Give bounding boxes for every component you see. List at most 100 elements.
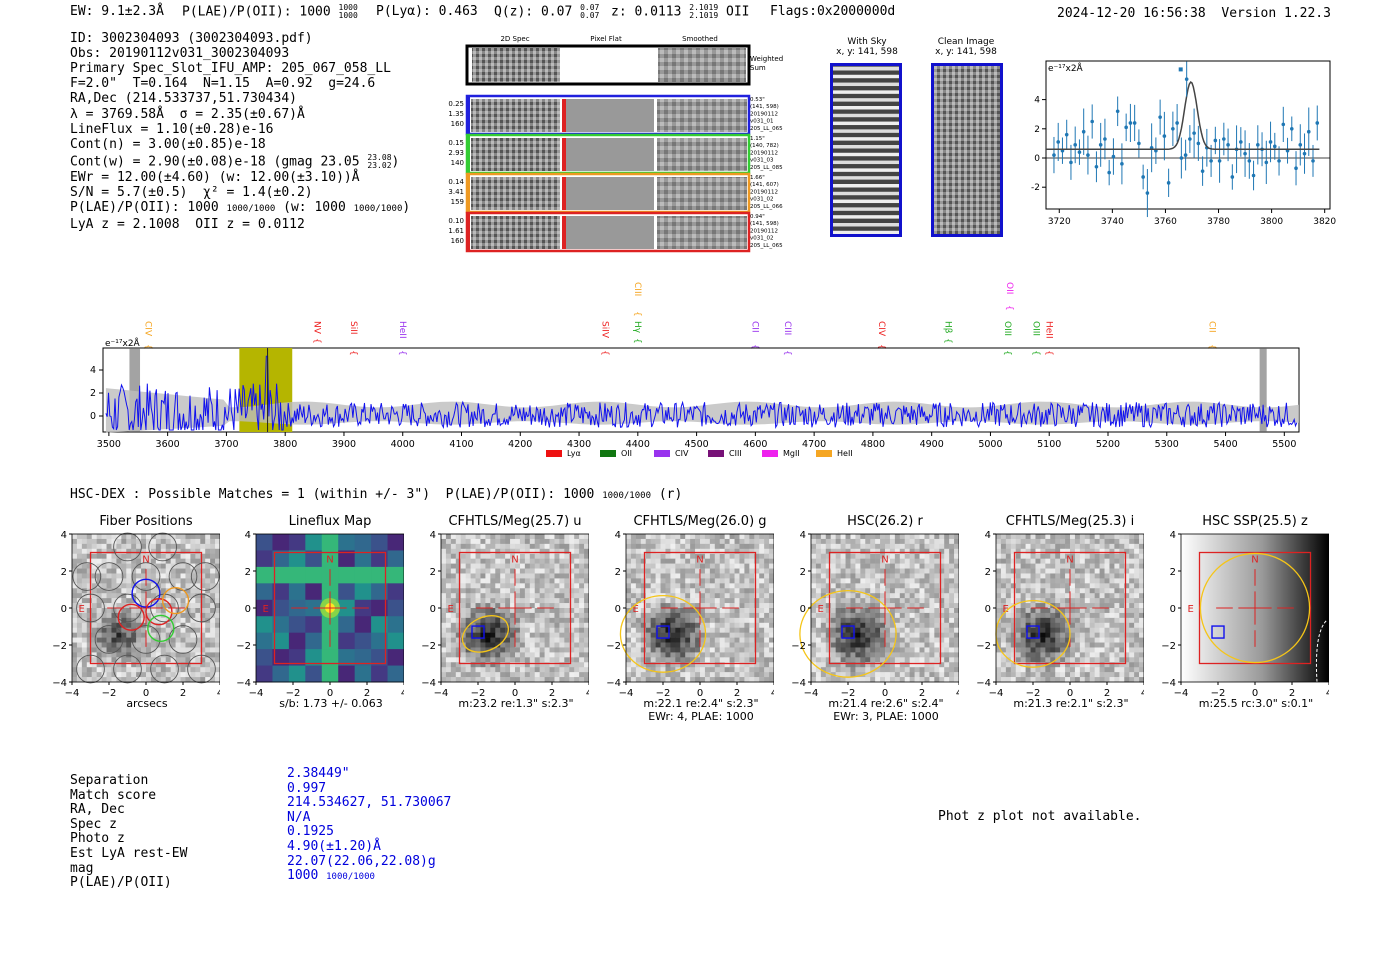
panel-pixel bbox=[714, 568, 721, 574]
sky-stripe bbox=[830, 226, 902, 231]
panel-pixel bbox=[1094, 534, 1100, 540]
panel-pixel bbox=[749, 603, 755, 609]
panel-pixel bbox=[914, 632, 920, 638]
panel-pixel bbox=[1079, 632, 1086, 638]
panel-pixel bbox=[815, 647, 822, 653]
panel-pixel bbox=[1010, 647, 1017, 653]
panel-pixel bbox=[860, 563, 866, 569]
panel-pixel bbox=[170, 612, 176, 619]
panel-pixel bbox=[709, 603, 716, 609]
spectrum-line-label: Hγ bbox=[632, 321, 642, 334]
panel-pixel bbox=[650, 647, 656, 653]
panel-pixel bbox=[155, 578, 162, 584]
panel-pixel bbox=[470, 662, 476, 668]
panel-pixel bbox=[865, 603, 871, 609]
panel-pixel bbox=[86, 647, 93, 653]
panel-pixel bbox=[820, 677, 827, 683]
panel-pixel bbox=[764, 573, 770, 579]
panel-pixel bbox=[860, 617, 866, 624]
panel-pixel bbox=[929, 627, 935, 633]
sky-stripe bbox=[830, 156, 902, 161]
panel-pixel bbox=[1045, 588, 1051, 594]
panel-pixel bbox=[72, 543, 78, 550]
panel-pixel bbox=[640, 543, 647, 550]
panel-pixel bbox=[106, 652, 112, 658]
cutout-meta: 1.66" bbox=[750, 175, 765, 181]
panel-pixel bbox=[1005, 558, 1012, 564]
panel-pixel bbox=[875, 612, 881, 619]
panel-pixel bbox=[934, 662, 940, 668]
panel-pixel bbox=[1050, 563, 1056, 569]
panel-pixel bbox=[860, 593, 866, 599]
panel-pixel bbox=[534, 637, 540, 643]
spectrum-line-label: Hβ bbox=[942, 321, 952, 334]
zoom-xtick-label: 3740 bbox=[1101, 217, 1124, 227]
panel-pixel bbox=[835, 617, 841, 624]
panel-pixel bbox=[635, 612, 642, 619]
panel-pixel bbox=[919, 543, 925, 550]
spectrum-line-label: SiII bbox=[348, 321, 358, 335]
panel-pixel bbox=[855, 627, 861, 633]
panel-pixel bbox=[470, 553, 476, 559]
panel-pixel bbox=[510, 632, 516, 638]
panel-pixel bbox=[1104, 598, 1110, 604]
panel-pixel bbox=[106, 667, 112, 673]
panel-pixel bbox=[185, 558, 191, 564]
panel-pixel bbox=[626, 578, 632, 584]
panel-pixel bbox=[759, 637, 765, 643]
panel-pixel bbox=[690, 553, 696, 559]
panel-pixel bbox=[924, 578, 930, 584]
panel-pixel bbox=[126, 543, 132, 550]
zoom-ytick-label: 2 bbox=[1034, 125, 1040, 135]
panel-ytick-label: −2 bbox=[421, 641, 436, 652]
panel-pixel bbox=[534, 652, 540, 658]
panel-pixel bbox=[729, 637, 735, 643]
cutout-stat: 1.61 bbox=[448, 227, 464, 235]
spectrum-legend-swatch bbox=[762, 450, 778, 457]
panel-pixel bbox=[1010, 563, 1017, 569]
panel-pixel bbox=[870, 578, 876, 584]
panel-pixel bbox=[700, 627, 706, 633]
panel-pixel bbox=[465, 652, 471, 658]
panel-pixel bbox=[665, 632, 671, 638]
panel-pixel bbox=[734, 568, 740, 574]
panel-pixel bbox=[835, 538, 841, 545]
panel-pixel bbox=[996, 558, 1002, 564]
panel-pixel bbox=[175, 677, 181, 683]
panel-pixel bbox=[899, 657, 906, 663]
panel-pixel bbox=[695, 647, 701, 653]
panel-pixel bbox=[1134, 612, 1140, 619]
panel-pixel bbox=[870, 662, 876, 668]
panel-pixel bbox=[96, 548, 102, 555]
panel-pixel bbox=[894, 543, 901, 550]
panel-pixel bbox=[1104, 627, 1110, 633]
panel-pixel bbox=[569, 657, 575, 663]
panel-pixel bbox=[650, 677, 656, 683]
panel-pixel bbox=[690, 647, 696, 653]
panel-pixel bbox=[944, 543, 950, 550]
panel-pixel bbox=[764, 662, 770, 668]
panel-pixel bbox=[1020, 558, 1026, 564]
panel-pixel bbox=[485, 662, 491, 668]
panel-pixel bbox=[150, 588, 157, 594]
panel-pixel bbox=[919, 588, 925, 594]
panel-pixel bbox=[215, 534, 220, 540]
panel-pixel bbox=[160, 642, 167, 648]
panel-pixel bbox=[650, 573, 656, 579]
panel-pixel bbox=[1070, 548, 1076, 555]
panel-pixel bbox=[1070, 558, 1076, 564]
panel-xtick-label: 4 bbox=[586, 688, 589, 699]
panel-pixel bbox=[1030, 538, 1036, 545]
panel-pixel bbox=[1124, 558, 1130, 564]
panel-pixel bbox=[820, 573, 827, 579]
panel-pixel bbox=[180, 563, 186, 569]
panel-pixel bbox=[559, 662, 565, 668]
panel-pixel bbox=[1079, 583, 1086, 589]
panel-pixel bbox=[519, 553, 526, 559]
panel-pixel bbox=[1089, 612, 1095, 619]
zoom-point bbox=[1315, 121, 1320, 125]
panel-pixel bbox=[470, 573, 476, 579]
panel-pixel bbox=[769, 647, 774, 653]
panel-pixel bbox=[1134, 632, 1140, 638]
panel-pixel bbox=[1065, 583, 1071, 589]
